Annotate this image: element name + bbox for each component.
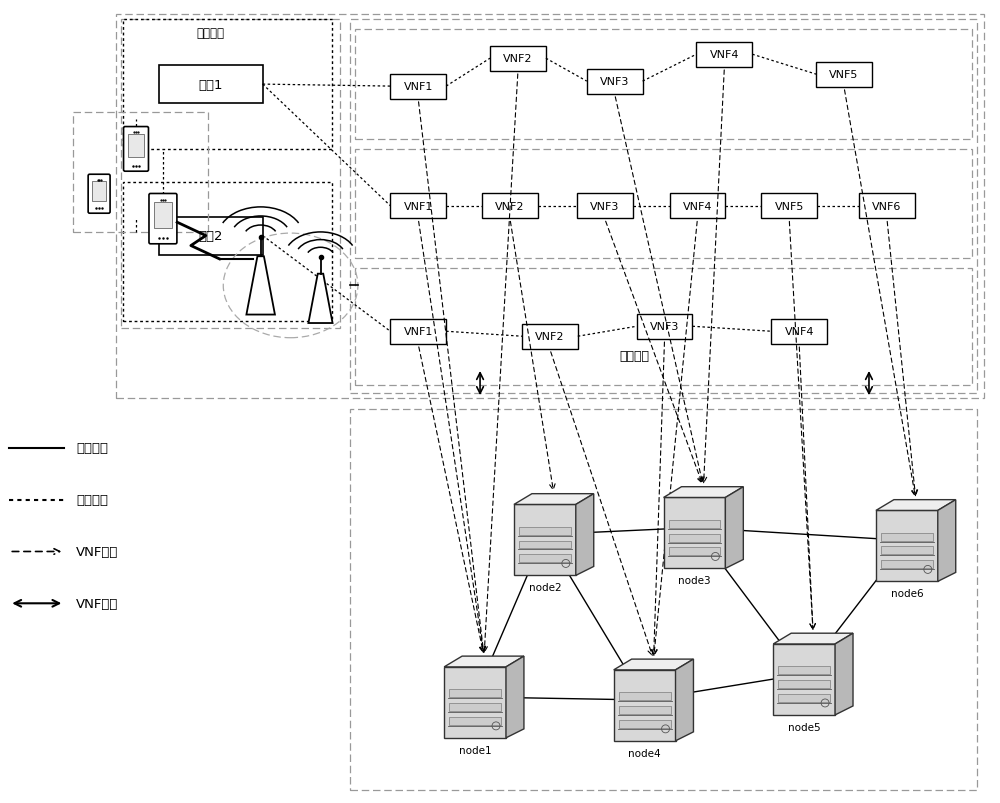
FancyBboxPatch shape — [670, 194, 725, 219]
FancyBboxPatch shape — [881, 560, 933, 569]
FancyBboxPatch shape — [522, 324, 578, 349]
FancyBboxPatch shape — [124, 128, 148, 172]
Text: node1: node1 — [459, 745, 491, 755]
Text: node3: node3 — [678, 576, 711, 585]
Text: VNF5: VNF5 — [775, 202, 804, 211]
FancyBboxPatch shape — [637, 315, 692, 340]
Text: VNF2: VNF2 — [535, 332, 565, 342]
Text: VNF3: VNF3 — [600, 77, 629, 87]
FancyBboxPatch shape — [449, 689, 501, 697]
FancyBboxPatch shape — [519, 527, 571, 535]
FancyBboxPatch shape — [519, 541, 571, 548]
FancyBboxPatch shape — [778, 694, 830, 702]
Text: 物理链路: 物理链路 — [76, 442, 108, 454]
Text: VNF编排: VNF编排 — [76, 597, 119, 610]
Polygon shape — [876, 511, 938, 581]
FancyBboxPatch shape — [881, 547, 933, 555]
Polygon shape — [773, 634, 853, 644]
FancyBboxPatch shape — [390, 75, 446, 100]
FancyBboxPatch shape — [816, 63, 872, 88]
Polygon shape — [664, 498, 725, 569]
FancyBboxPatch shape — [669, 534, 720, 542]
Text: VNF3: VNF3 — [650, 322, 679, 332]
FancyBboxPatch shape — [449, 717, 501, 725]
Text: 切片2: 切片2 — [199, 230, 223, 243]
FancyBboxPatch shape — [778, 666, 830, 675]
FancyBboxPatch shape — [619, 720, 671, 728]
Polygon shape — [576, 494, 594, 576]
FancyBboxPatch shape — [482, 194, 538, 219]
Polygon shape — [664, 487, 743, 498]
Polygon shape — [614, 670, 676, 741]
Polygon shape — [514, 505, 576, 576]
FancyBboxPatch shape — [669, 520, 720, 528]
FancyBboxPatch shape — [159, 66, 263, 104]
Text: VNF4: VNF4 — [784, 327, 814, 336]
Polygon shape — [246, 257, 275, 315]
FancyBboxPatch shape — [390, 320, 446, 344]
Polygon shape — [725, 487, 743, 569]
Polygon shape — [676, 659, 693, 741]
Polygon shape — [614, 659, 693, 670]
Polygon shape — [514, 494, 594, 505]
Text: VNF6: VNF6 — [872, 202, 902, 211]
FancyBboxPatch shape — [859, 194, 915, 219]
Polygon shape — [444, 656, 524, 667]
Polygon shape — [876, 500, 956, 511]
Text: VNF4: VNF4 — [683, 202, 712, 211]
FancyBboxPatch shape — [449, 703, 501, 711]
Text: node4: node4 — [628, 748, 661, 758]
Text: VNF3: VNF3 — [590, 202, 619, 211]
FancyBboxPatch shape — [92, 181, 106, 202]
FancyBboxPatch shape — [669, 548, 720, 556]
FancyBboxPatch shape — [154, 202, 172, 229]
Text: node2: node2 — [529, 583, 561, 593]
Text: node6: node6 — [891, 589, 923, 598]
Polygon shape — [773, 644, 835, 715]
FancyBboxPatch shape — [159, 218, 263, 255]
FancyBboxPatch shape — [519, 555, 571, 563]
FancyBboxPatch shape — [390, 194, 446, 219]
FancyBboxPatch shape — [587, 70, 643, 95]
FancyBboxPatch shape — [619, 706, 671, 714]
Text: VNF2: VNF2 — [503, 54, 533, 64]
Text: 虚拟化层: 虚拟化层 — [620, 349, 650, 362]
Text: VNF2: VNF2 — [495, 202, 525, 211]
Polygon shape — [308, 275, 333, 324]
Text: VNF1: VNF1 — [404, 327, 433, 336]
Text: VNF1: VNF1 — [404, 82, 433, 92]
FancyBboxPatch shape — [619, 692, 671, 700]
Polygon shape — [835, 634, 853, 715]
FancyBboxPatch shape — [149, 194, 177, 244]
FancyBboxPatch shape — [128, 135, 144, 158]
FancyBboxPatch shape — [696, 43, 752, 67]
FancyBboxPatch shape — [771, 320, 827, 344]
Text: VNF1: VNF1 — [404, 202, 433, 211]
FancyBboxPatch shape — [761, 194, 817, 219]
Text: 逻辑链路: 逻辑链路 — [76, 494, 108, 507]
FancyBboxPatch shape — [490, 47, 546, 71]
FancyBboxPatch shape — [881, 533, 933, 541]
Polygon shape — [938, 500, 956, 581]
FancyBboxPatch shape — [577, 194, 633, 219]
Text: node5: node5 — [788, 722, 820, 732]
FancyBboxPatch shape — [778, 680, 830, 688]
Polygon shape — [506, 656, 524, 738]
Text: 切片1: 切片1 — [199, 79, 223, 92]
Text: VNF映射: VNF映射 — [76, 545, 119, 558]
Text: VNF5: VNF5 — [829, 70, 859, 80]
Text: 切片端点: 切片端点 — [197, 26, 225, 39]
FancyBboxPatch shape — [88, 175, 110, 214]
Text: VNF4: VNF4 — [710, 50, 739, 60]
Polygon shape — [444, 667, 506, 738]
